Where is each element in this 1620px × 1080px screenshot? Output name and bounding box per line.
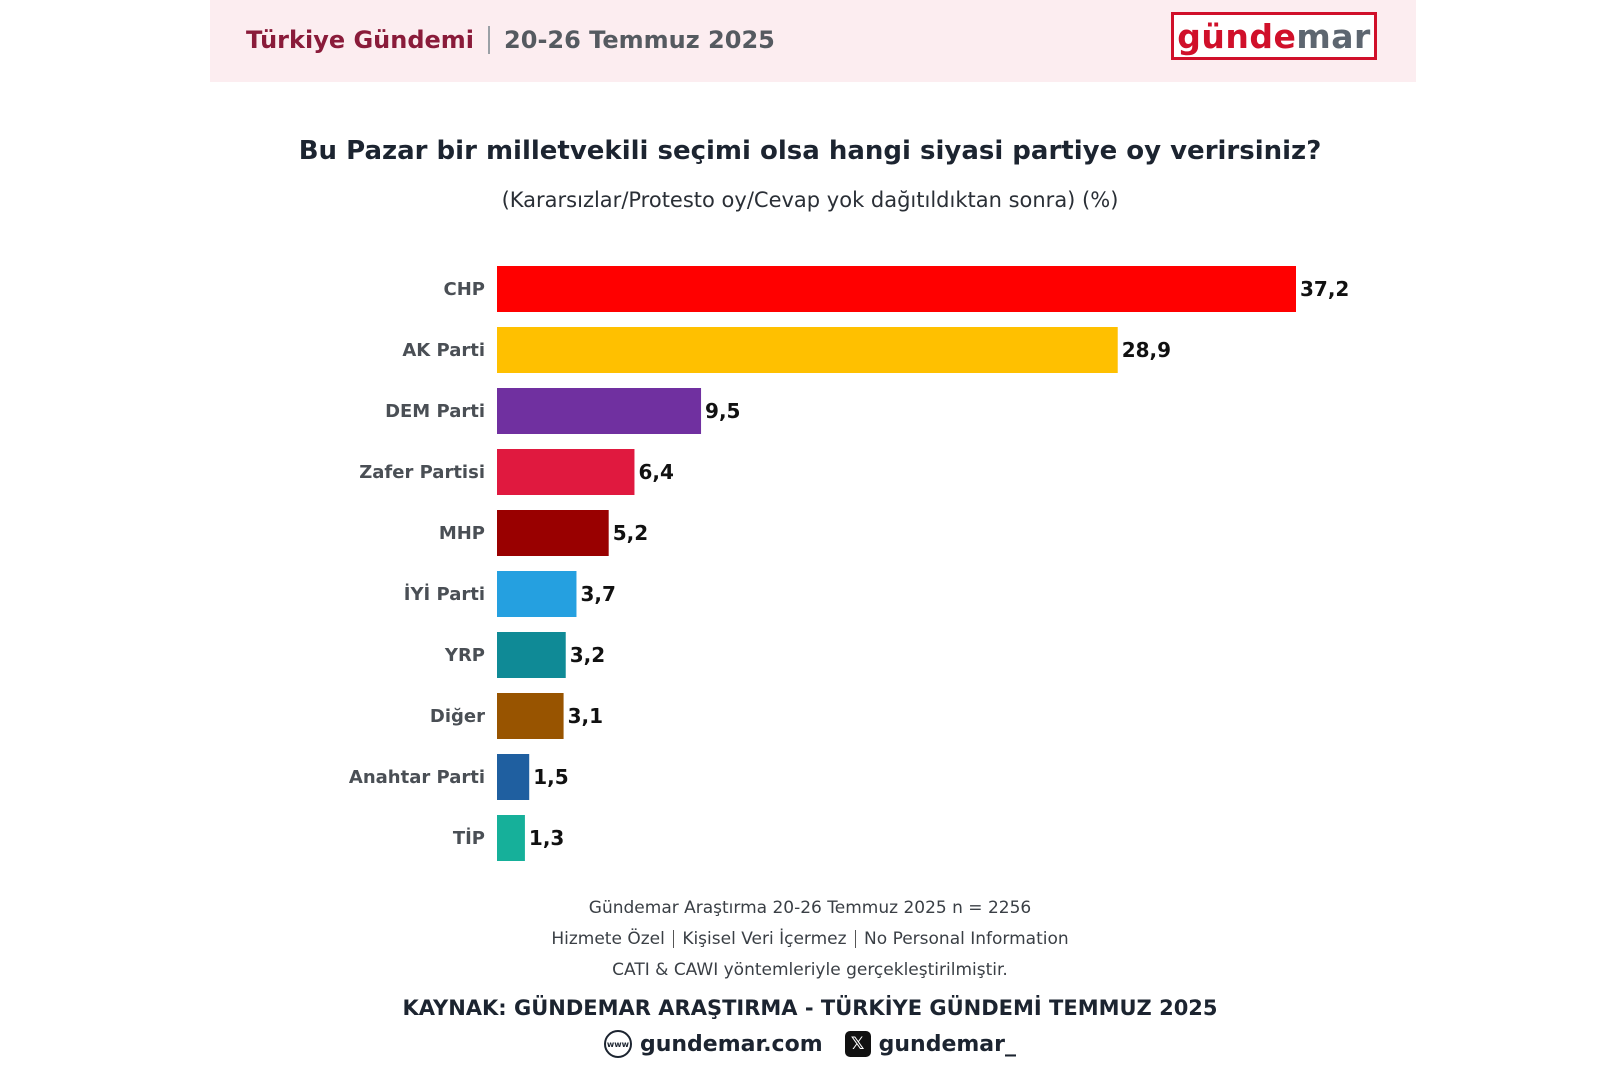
chart-subtitle: (Kararsızlar/Protesto oy/Cevap yok dağıt… — [501, 188, 1119, 212]
bar — [497, 632, 566, 678]
bar — [497, 693, 564, 739]
category-label: DEM Parti — [385, 401, 485, 422]
header-title: Türkiye Gündemi — [246, 26, 475, 54]
header-banner: Türkiye Gündemi 20-26 Temmuz 2025 günde m… — [210, 0, 1416, 82]
bar — [497, 327, 1118, 373]
bar — [497, 815, 525, 861]
value-label: 28,9 — [1122, 338, 1171, 362]
notice-part-2: Kişisel Veri İçermez — [682, 929, 847, 949]
value-label: 3,7 — [580, 582, 615, 606]
chart-title: Bu Pazar bir milletvekili seçimi olsa ha… — [298, 136, 1322, 166]
footer-notice: Hizmete Özel Kişisel Veri İçermez No Perso… — [0, 929, 1620, 949]
bar — [497, 266, 1296, 312]
logo-part2: mar — [1296, 16, 1371, 56]
notice-part-1: Hizmete Özel — [551, 929, 665, 949]
category-label: Diğer — [430, 706, 485, 727]
value-label: 9,5 — [705, 399, 740, 423]
value-label: 6,4 — [638, 460, 673, 484]
bar — [497, 754, 530, 800]
category-label: MHP — [439, 523, 485, 544]
category-label: YRP — [444, 645, 485, 666]
notice-part-3: No Personal Information — [864, 929, 1069, 949]
footer-source: KAYNAK: GÜNDEMAR ARAŞTIRMA - TÜRKİYE GÜN… — [402, 996, 1218, 1020]
bar — [497, 388, 702, 434]
notice-separator — [854, 930, 857, 948]
category-label: CHP — [444, 279, 485, 300]
value-label: 3,1 — [568, 704, 603, 728]
footer-survey-info: Gündemar Araştırma 20-26 Temmuz 2025 n =… — [588, 898, 1032, 918]
footer-method: CATI & CAWI yöntemleriyle gerçekleştiril… — [612, 960, 1008, 980]
social-links: www gundemar.com 𝕏 gundemar_ — [0, 1030, 1620, 1058]
www-globe-icon: www — [603, 1030, 632, 1058]
website-text: gundemar.com — [639, 1031, 823, 1057]
category-label: İYİ Parti — [404, 583, 485, 605]
header-date: 20-26 Temmuz 2025 — [504, 26, 775, 54]
notice-separator — [672, 930, 675, 948]
twitter-link[interactable]: 𝕏 gundemar_ — [844, 1031, 1017, 1057]
category-label: Zafer Partisi — [359, 462, 485, 483]
bar — [497, 449, 635, 495]
website-link[interactable]: www gundemar.com — [603, 1030, 823, 1058]
gundemar-logo: günde mar — [1171, 12, 1377, 60]
value-label: 1,5 — [533, 765, 568, 789]
bar — [497, 571, 577, 617]
logo-part1: günde — [1177, 16, 1297, 56]
twitter-handle: gundemar_ — [878, 1031, 1017, 1057]
value-label: 5,2 — [613, 521, 648, 545]
header-separator — [488, 26, 491, 54]
bar-chart: CHP 37,2 AK Parti 28,9 DEM Parti 9,5 Zafer Par… — [349, 266, 1349, 861]
value-label: 1,3 — [529, 826, 564, 850]
category-label: AK Parti — [402, 340, 485, 361]
value-label: 3,2 — [570, 643, 605, 667]
x-logo-icon: 𝕏 — [844, 1031, 871, 1057]
category-label: TİP — [453, 827, 485, 849]
category-label: Anahtar Parti — [349, 767, 485, 788]
value-label: 37,2 — [1300, 277, 1349, 301]
header-left: Türkiye Gündemi 20-26 Temmuz 2025 — [246, 26, 775, 54]
bar — [497, 510, 609, 556]
